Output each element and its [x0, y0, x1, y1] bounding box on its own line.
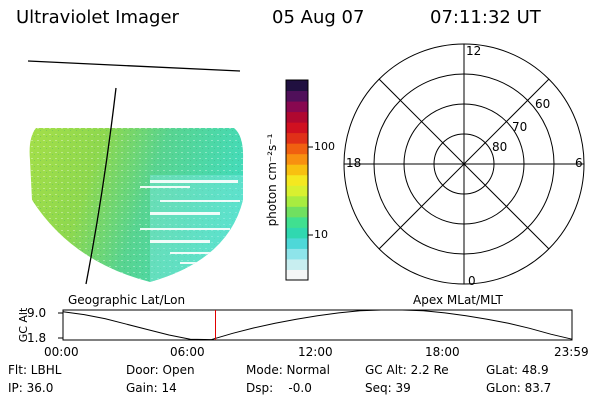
mlat-label-80: 80	[492, 140, 508, 154]
horizon-line	[27, 60, 241, 72]
colorbar-segment	[286, 185, 308, 197]
colorbar-tick-100: 100	[314, 140, 335, 153]
meridian-line	[85, 87, 117, 285]
altitude-series-line	[62, 309, 573, 341]
mlat-label-70: 70	[512, 120, 528, 134]
mlt-label-12: 12	[466, 44, 482, 58]
colorbar-segment	[286, 90, 308, 102]
colorbar-segment	[286, 174, 308, 186]
status-ip: IP: 36.0	[8, 381, 54, 395]
orbit-xtick-4: 23:59	[554, 345, 589, 359]
status-door: Door: Open	[126, 363, 195, 377]
colorbar-segment	[286, 101, 308, 113]
colorbar-segment	[286, 132, 308, 144]
colorbar-segment	[286, 111, 308, 123]
colorbar-segment	[286, 122, 308, 134]
mlt-label-6: 6	[575, 156, 583, 170]
right-panel-label: Apex MLat/MLT	[413, 293, 503, 307]
orbit-plot-frame	[62, 309, 573, 341]
orbit-ytick-9: 9.0	[27, 306, 47, 320]
colorbar-segment	[286, 164, 308, 176]
status-glat: GLat: 48.9	[486, 363, 549, 377]
colorbar-segment	[286, 237, 308, 249]
status-glon: GLon: 83.7	[486, 381, 552, 395]
status-gc-alt: GC Alt: 2.2 Re	[365, 363, 449, 377]
polar-diagonal-2	[378, 78, 550, 250]
colorbar-segment	[286, 216, 308, 228]
status-mode: Mode: Normal	[246, 363, 330, 377]
status-filter: Flt: LBHL	[8, 363, 62, 377]
orbit-xtick-3: 18:00	[425, 345, 460, 359]
status-seq: Seq: 39	[365, 381, 411, 395]
orbit-ytick-1-8: 1.8	[27, 331, 47, 345]
colorbar-tick-10: 10	[314, 228, 328, 241]
colorbar-segment	[286, 80, 308, 92]
instrument-title: Ultraviolet Imager	[16, 7, 179, 28]
status-gain: Gain: 14	[126, 381, 177, 395]
colorbar-segment	[286, 143, 308, 155]
time-label: 07:11:32 UT	[430, 7, 541, 28]
mlt-label-0: 0	[468, 274, 476, 288]
colorbar-segment	[286, 206, 308, 218]
orbit-xtick-0: 00:00	[44, 345, 79, 359]
colorbar-segment	[286, 258, 308, 270]
orbit-xtick-1: 06:00	[170, 345, 205, 359]
colorbar-segment	[286, 195, 308, 207]
mlt-label-18: 18	[346, 156, 362, 170]
colorbar-segment	[286, 269, 308, 281]
colorbar-segment	[286, 227, 308, 239]
colorbar-segment	[286, 248, 308, 260]
orbit-xtick-2: 12:00	[298, 345, 333, 359]
mlat-label-60: 60	[535, 97, 551, 111]
status-dsp: Dsp: -0.0	[246, 381, 312, 395]
date-label: 05 Aug 07	[272, 7, 365, 28]
colorbar-segment	[286, 153, 308, 165]
left-panel-label: Geographic Lat/Lon	[68, 293, 186, 307]
